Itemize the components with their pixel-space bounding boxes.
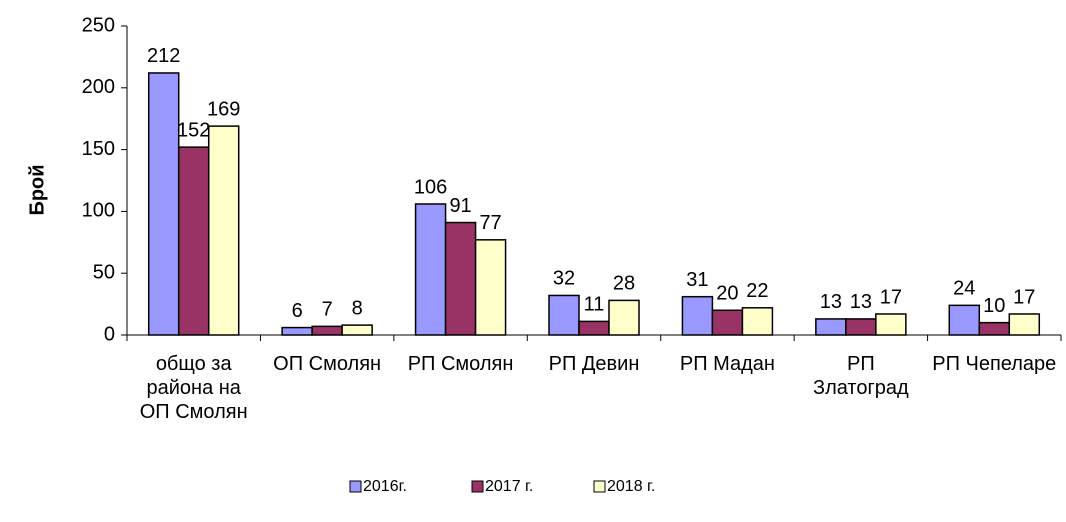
value-label: 77 (479, 212, 501, 234)
x-tick-label: РП Мадан (680, 353, 775, 375)
x-tick-label: РП Златоград (813, 353, 909, 399)
x-tick-label: общо за района на ОП Смолян (140, 353, 248, 423)
bar (711, 309, 744, 336)
value-label: 20 (716, 283, 738, 305)
legend-label: 2017 г. (485, 478, 533, 495)
value-label: 11 (584, 294, 605, 316)
legend-swatch (349, 480, 362, 493)
value-label: 169 (207, 98, 240, 120)
x-tick-label: ОП Смолян (273, 353, 381, 375)
y-axis-title: Брой (26, 164, 48, 215)
legend-swatch (471, 480, 484, 493)
bar (311, 325, 343, 336)
value-label: 13 (850, 291, 872, 313)
x-tick-label: РП Смолян (408, 353, 514, 375)
legend-label: 2018 г. (607, 478, 655, 495)
value-label: 8 (352, 297, 363, 319)
y-tick-label: 100 (82, 200, 115, 222)
value-label: 24 (953, 278, 975, 300)
value-label: 31 (686, 269, 708, 291)
value-label: 6 (292, 300, 303, 322)
value-label: 212 (147, 45, 180, 67)
value-label: 28 (613, 273, 635, 295)
value-label: 10 (983, 295, 1005, 317)
bar (444, 221, 477, 336)
value-label: 7 (322, 299, 333, 321)
bar (608, 299, 640, 336)
bar (414, 203, 447, 336)
bar (147, 72, 180, 336)
value-label: 91 (449, 195, 471, 217)
x-tick-label: РП Девин (549, 353, 640, 375)
bar (281, 326, 313, 336)
y-tick-label: 0 (104, 323, 115, 345)
y-tick-label: 150 (82, 138, 115, 160)
bar (845, 318, 877, 336)
bar (177, 146, 210, 336)
value-label: 32 (553, 268, 575, 290)
bar (207, 125, 240, 336)
x-tick-label: РП Чепеларе (932, 353, 1056, 375)
y-tick-label: 50 (93, 261, 115, 283)
bar (1008, 313, 1041, 336)
legend-label: 2016г. (363, 478, 407, 495)
bar (978, 321, 1011, 336)
bar (815, 318, 847, 336)
bar (875, 313, 907, 336)
value-label: 22 (746, 280, 768, 302)
legend-swatch (593, 480, 606, 493)
bar (341, 324, 373, 336)
value-label: 17 (880, 286, 902, 308)
bar (474, 239, 507, 336)
value-label: 17 (1013, 286, 1035, 308)
value-label: 152 (177, 119, 210, 141)
bar (548, 294, 580, 336)
bar (741, 307, 774, 336)
bar (578, 320, 610, 336)
y-tick-label: 250 (82, 14, 115, 36)
y-tick-label: 200 (82, 76, 115, 98)
value-label: 106 (414, 176, 447, 198)
bar (948, 304, 981, 336)
bar (681, 295, 714, 336)
value-label: 13 (820, 291, 842, 313)
